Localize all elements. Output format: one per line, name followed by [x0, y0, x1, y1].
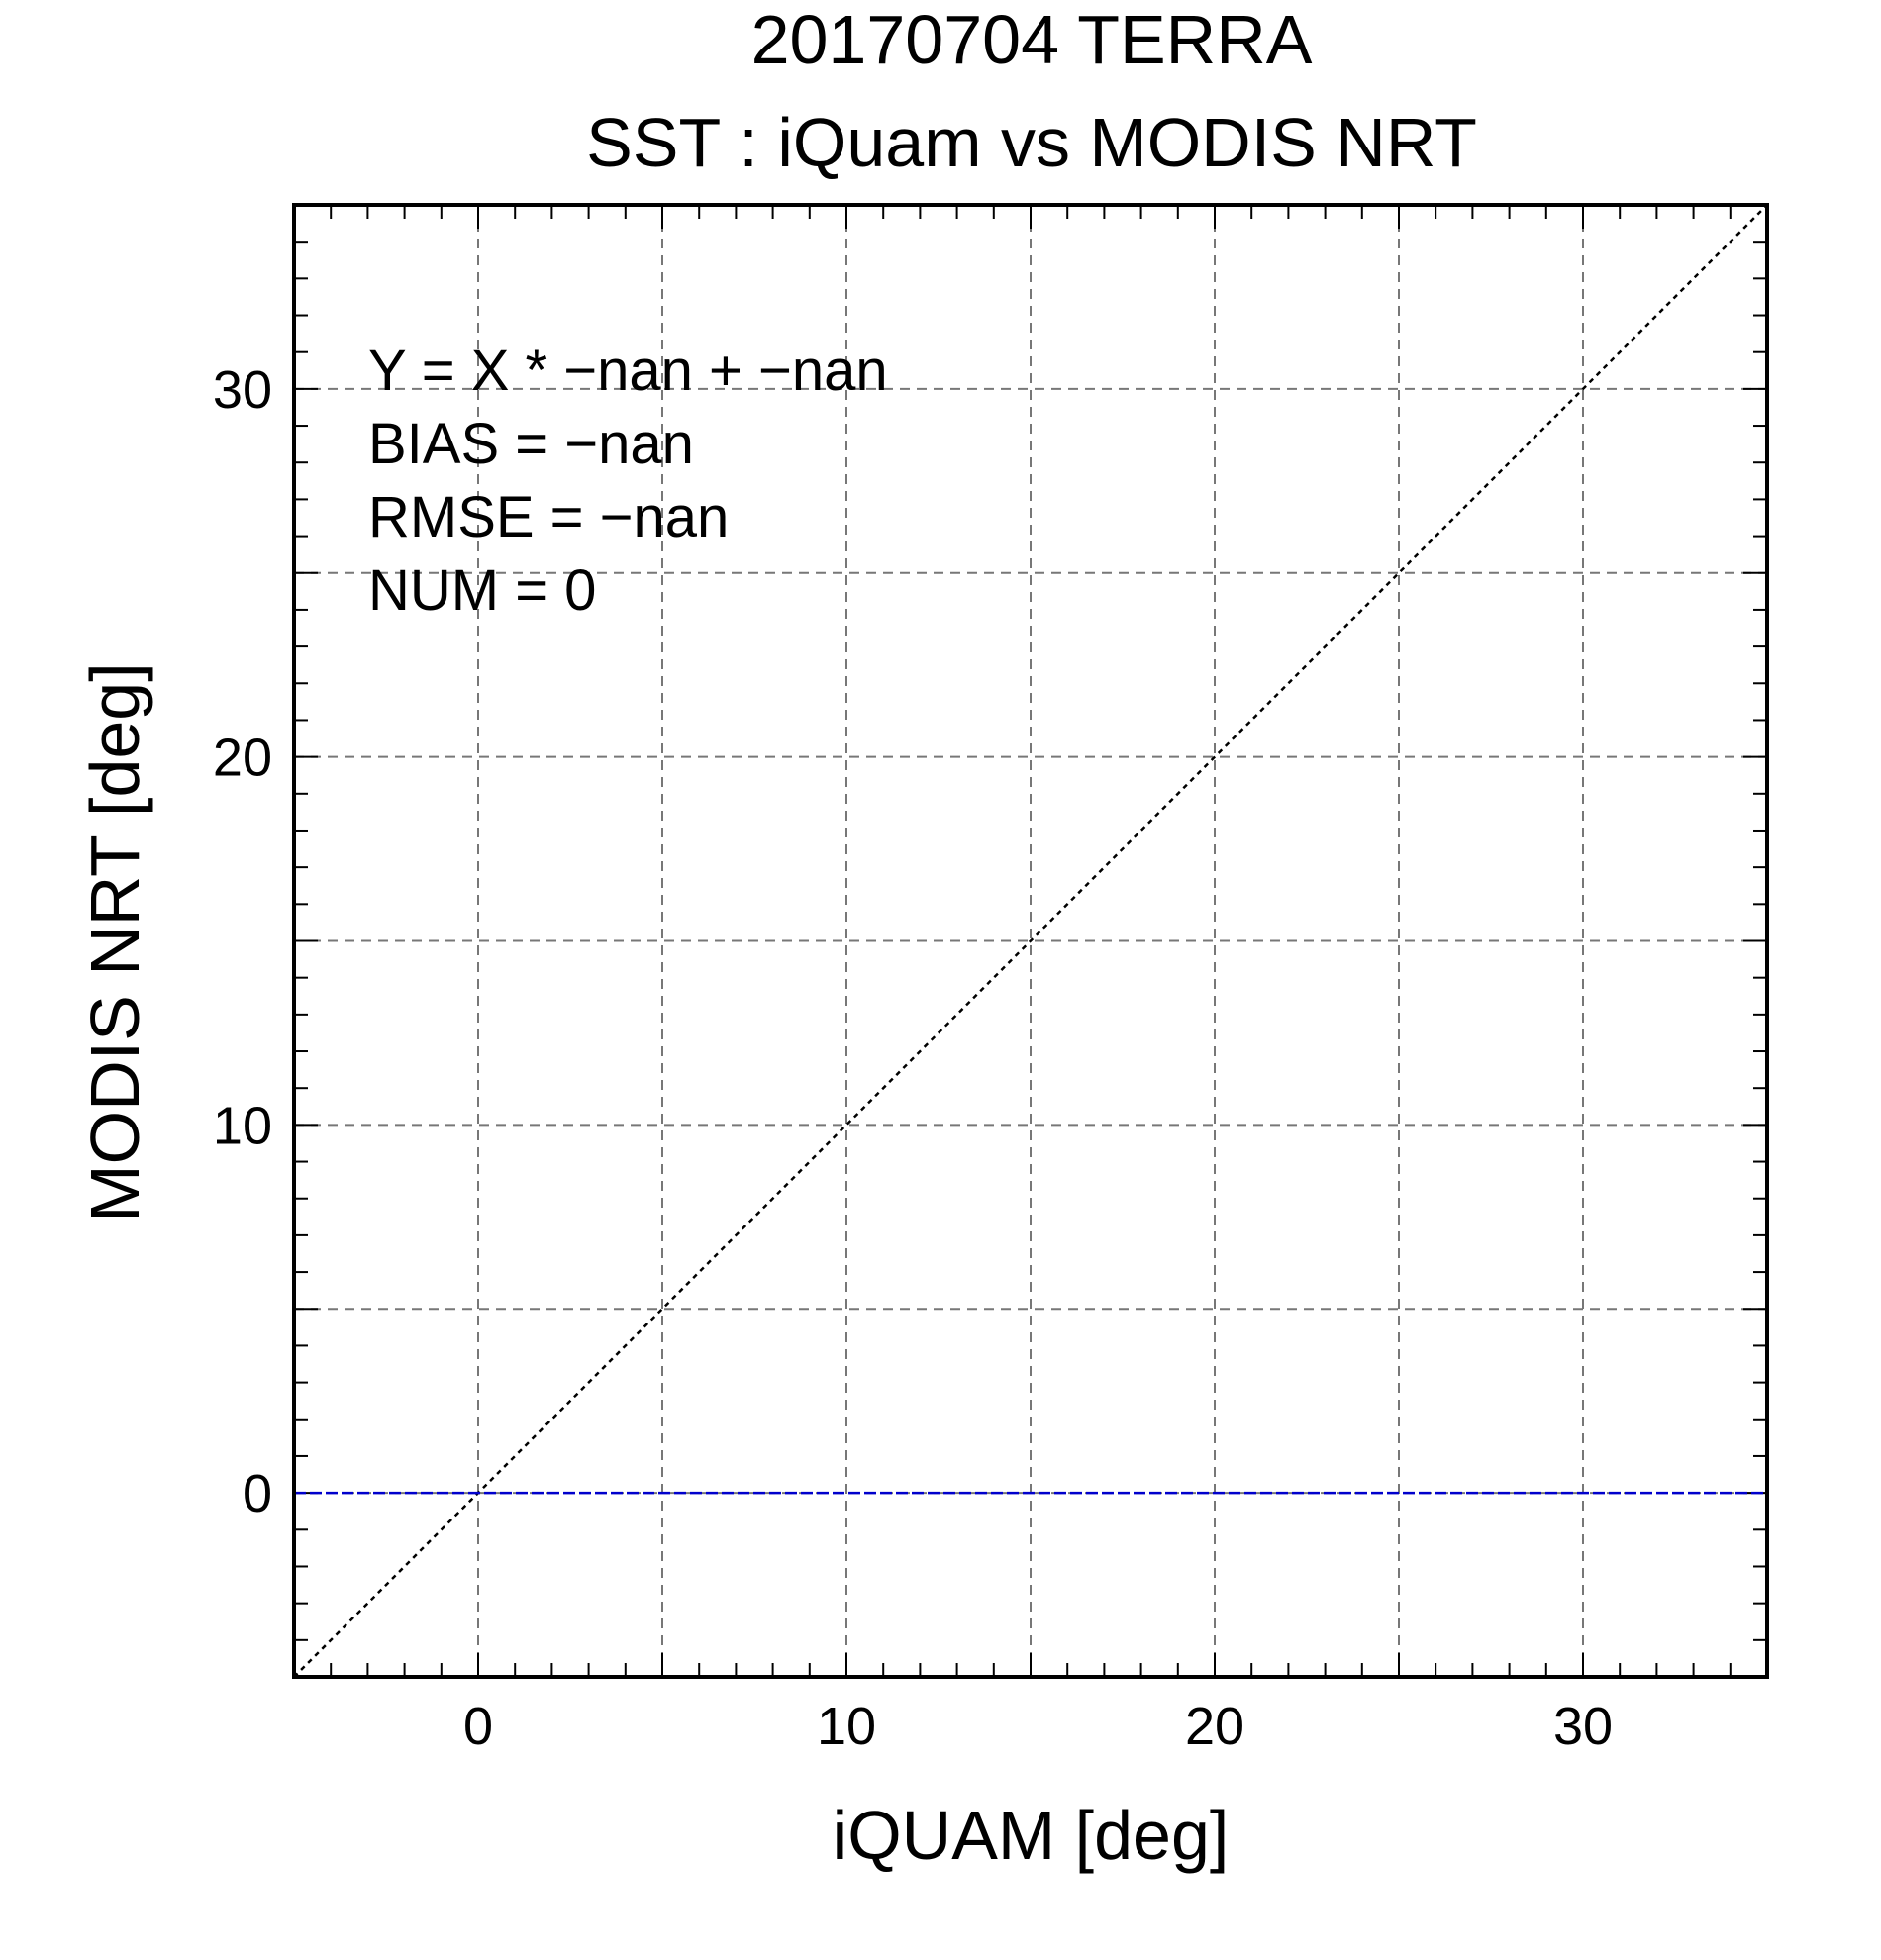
- tick-labels: 0 10 20 30 0 10 20 30: [213, 360, 1613, 1756]
- count-stat: NUM = 0: [368, 558, 596, 623]
- y-tick-label: 20: [213, 729, 272, 788]
- one-to-one-line: [293, 204, 1768, 1678]
- statistics-annotation: Y = X * −nan + −nan BIAS = −nan RMSE = −…: [368, 339, 888, 623]
- y-tick-label: 30: [213, 360, 272, 420]
- x-tick-label: 10: [817, 1697, 876, 1756]
- bias-stat: BIAS = −nan: [368, 412, 694, 476]
- y-tick-label: 0: [243, 1464, 272, 1523]
- x-tick-label: 30: [1553, 1697, 1613, 1756]
- chart-subtitle: SST : iQuam vs MODIS NRT: [586, 104, 1477, 181]
- x-tick-label: 0: [463, 1697, 493, 1756]
- y-tick-label: 10: [213, 1096, 272, 1155]
- x-tick-label: 20: [1185, 1697, 1244, 1756]
- chart-title: 20170704 TERRA: [751, 1, 1313, 78]
- rmse-stat: RMSE = −nan: [368, 485, 729, 549]
- x-axis-label: iQUAM [deg]: [833, 1797, 1230, 1874]
- regression-equation: Y = X * −nan + −nan: [368, 339, 888, 403]
- y-axis-label: MODIS NRT [deg]: [76, 662, 153, 1222]
- reference-lines: [293, 204, 1768, 1678]
- axis-ticks: [293, 204, 1768, 1678]
- plot-frame: [292, 203, 1769, 1679]
